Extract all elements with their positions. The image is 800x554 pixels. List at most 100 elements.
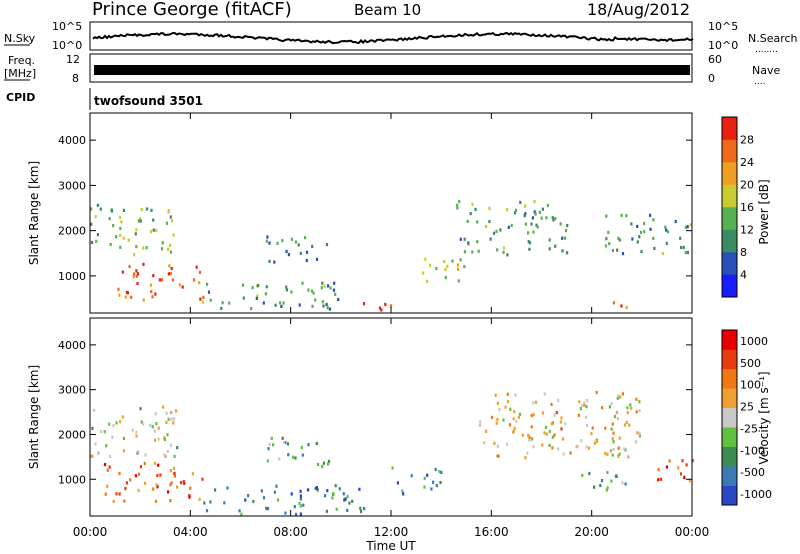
velocity-cell — [166, 433, 169, 437]
power-panel: 1000 2000 3000 4000 Slant Range [km] — [27, 112, 693, 314]
velocity-cell — [163, 453, 166, 457]
velocity-cell — [621, 481, 624, 485]
velocity-cell — [679, 472, 683, 476]
power-cell — [119, 245, 122, 249]
power-cell — [142, 262, 145, 266]
velocity-cell — [630, 406, 633, 410]
power-cell — [315, 257, 319, 261]
date-title: 18/Aug/2012 — [587, 0, 690, 19]
velocity-cell — [156, 474, 159, 478]
power-cell — [502, 250, 505, 254]
velocity-cell — [561, 437, 565, 441]
power-cell — [154, 292, 157, 296]
power-colorbar: 4 8 12 16 20 24 28 — [721, 116, 754, 298]
velocity-cell — [281, 436, 284, 440]
power-cell — [311, 304, 314, 308]
power-cell — [168, 264, 171, 268]
velocity-colorbar-tick: 500 — [740, 357, 761, 370]
noise-left-tick-bottom: 10^0 — [52, 39, 82, 52]
velocity-cell — [559, 420, 562, 424]
power-cell — [119, 233, 122, 237]
velocity-colorbar-label: Velocity [m s⁻¹] — [757, 371, 771, 464]
power-cell — [616, 248, 619, 252]
velocity-ytick-label: 3000 — [58, 384, 86, 397]
power-cell — [262, 301, 265, 305]
velocity-cell — [439, 480, 442, 485]
velocity-cell — [134, 474, 137, 478]
velocity-cell — [532, 445, 535, 449]
velocity-cell — [119, 420, 122, 424]
power-cell — [145, 207, 149, 211]
velocity-cell — [609, 449, 612, 453]
power-cell — [125, 290, 128, 295]
velocity-cell — [91, 454, 94, 458]
velocity-cell — [569, 451, 572, 455]
power-cell — [155, 228, 158, 233]
velocity-cell — [286, 442, 290, 446]
power-colorbar-tick: 16 — [740, 201, 754, 214]
velocity-cell — [494, 393, 497, 397]
velocity-cell — [579, 407, 582, 411]
power-cell — [117, 287, 120, 291]
power-cell — [198, 270, 202, 274]
power-cell — [566, 223, 569, 228]
power-y-ticks: 1000 2000 3000 4000 — [58, 134, 692, 283]
power-cell — [150, 208, 153, 212]
velocity-cell — [358, 487, 361, 491]
power-cell — [132, 272, 136, 276]
velocity-cell — [137, 450, 140, 454]
power-cell — [323, 284, 326, 288]
velocity-cell — [555, 411, 558, 415]
velocity-cell — [543, 431, 546, 435]
power-cell — [169, 215, 172, 219]
velocity-panel-bg — [90, 318, 692, 516]
power-cell — [134, 232, 137, 236]
power-cell — [136, 282, 139, 286]
velocity-colorbar-tick: -25 — [740, 422, 758, 435]
velocity-cell — [683, 475, 686, 479]
velocity-cell — [266, 459, 269, 463]
velocity-cell — [524, 456, 527, 460]
power-cell — [264, 292, 267, 296]
velocity-cell — [496, 401, 499, 405]
power-cell — [604, 244, 607, 248]
power-cell — [90, 207, 93, 211]
nave-tick-top: 60 — [708, 53, 722, 66]
power-cell — [305, 250, 309, 254]
velocity-cell — [502, 418, 505, 422]
power-cell — [384, 302, 387, 307]
velocity-cell — [604, 426, 607, 430]
cpid-label: CPID — [6, 91, 35, 104]
nave-label-dots: .... — [754, 77, 765, 87]
power-cell — [652, 236, 655, 240]
velocity-cell — [509, 407, 512, 411]
velocity-cell — [611, 437, 614, 441]
velocity-cell — [252, 499, 255, 504]
velocity-cell — [608, 405, 611, 409]
power-cell — [499, 228, 502, 232]
velocity-cell — [623, 423, 626, 427]
power-cell — [90, 222, 93, 226]
velocity-cell — [508, 423, 512, 427]
power-cell — [607, 230, 610, 234]
power-cell — [425, 279, 429, 283]
power-cell — [686, 250, 689, 255]
velocity-cell — [515, 419, 518, 423]
power-cell — [110, 209, 114, 213]
velocity-cell — [588, 471, 591, 476]
power-cell — [167, 210, 170, 214]
power-cell — [474, 207, 477, 211]
velocity-cell — [268, 442, 271, 446]
power-cell — [150, 230, 153, 234]
velocity-cell — [593, 441, 597, 445]
power-cell — [294, 240, 298, 244]
power-cell — [665, 241, 668, 245]
power-cell — [463, 237, 466, 241]
velocity-cell — [551, 435, 554, 439]
velocity-cell — [267, 447, 270, 451]
power-cell — [138, 217, 142, 221]
power-cell — [181, 285, 184, 289]
velocity-cell — [293, 505, 296, 509]
power-cell — [276, 241, 279, 245]
power-cell — [325, 302, 328, 307]
